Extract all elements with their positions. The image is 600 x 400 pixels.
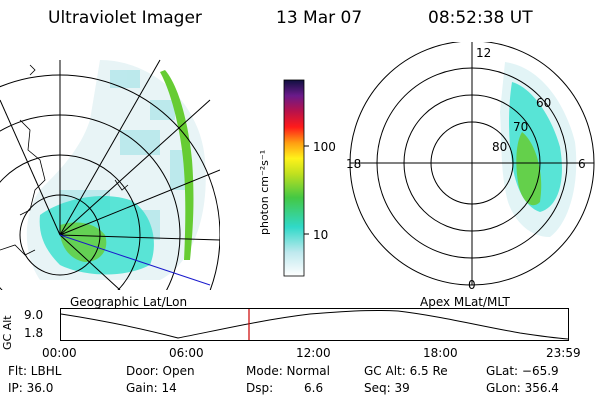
polar-aurora-green: [516, 132, 542, 206]
time-text: 08:52:38 UT: [428, 8, 533, 28]
colorbar-unit-label: photon cm⁻²s⁻¹: [258, 149, 271, 235]
mlat-label-60: 60: [536, 96, 552, 110]
colorbar: [283, 79, 309, 277]
colorbar-ticks: [304, 145, 309, 235]
status-ip: IP: 36.0: [8, 381, 54, 395]
time-tick-2359: 23:59: [546, 346, 581, 360]
instrument-title: Ultraviolet Imager: [48, 8, 202, 28]
mlt-label-12: 12: [476, 46, 492, 60]
altitude-tick-low: 1.8: [24, 326, 44, 340]
coastlines: [0, 64, 129, 256]
status-glon: GLon: 356.4: [486, 381, 559, 395]
polar-mlt-axes: [350, 42, 594, 285]
colorbar-tick-100: 100: [313, 140, 336, 154]
polar-map: [349, 42, 595, 286]
longitude-grid: [0, 59, 220, 290]
status-dsp-value: 6.6: [304, 381, 324, 395]
status-door: Door: Open: [126, 364, 195, 378]
mlat-label-80: 80: [492, 140, 508, 154]
status-gain: Gain: 14: [126, 381, 177, 395]
status-gc-alt: GC Alt: 6.5 Re: [364, 364, 448, 378]
altitude-curve: [60, 309, 569, 340]
mlt-label-18: 18: [346, 157, 362, 171]
altitude-axis-label: GC Alt: [1, 315, 14, 350]
altitude-plot: [60, 308, 569, 341]
time-tick-12: 12:00: [296, 346, 331, 360]
status-dsp-label: Dsp:: [246, 381, 274, 395]
mlt-label-6: 6: [578, 157, 586, 171]
geographic-caption: Geographic Lat/Lon: [70, 295, 188, 309]
mlat-label-70: 70: [513, 120, 529, 134]
status-mode: Mode: Normal: [246, 364, 330, 378]
time-tick-18: 18:00: [423, 346, 458, 360]
colorbar-tick-10: 10: [313, 228, 329, 242]
terminator-line: [59, 234, 211, 286]
date-text: 13 Mar 07: [276, 8, 363, 28]
mlt-label-0: 0: [468, 278, 476, 292]
aurora-edge-band: [160, 70, 194, 260]
geographic-map: [0, 59, 220, 290]
time-tick-00: 00:00: [42, 346, 77, 360]
status-seq: Seq: 39: [364, 381, 410, 395]
altitude-tick-high: 9.0: [24, 308, 44, 322]
apex-caption: Apex MLat/MLT: [420, 295, 510, 309]
status-glat: GLat: −65.9: [486, 364, 559, 378]
time-tick-06: 06:00: [169, 346, 204, 360]
colorbar-gradient: [283, 79, 305, 277]
status-filter: Flt: LBHL: [8, 364, 62, 378]
